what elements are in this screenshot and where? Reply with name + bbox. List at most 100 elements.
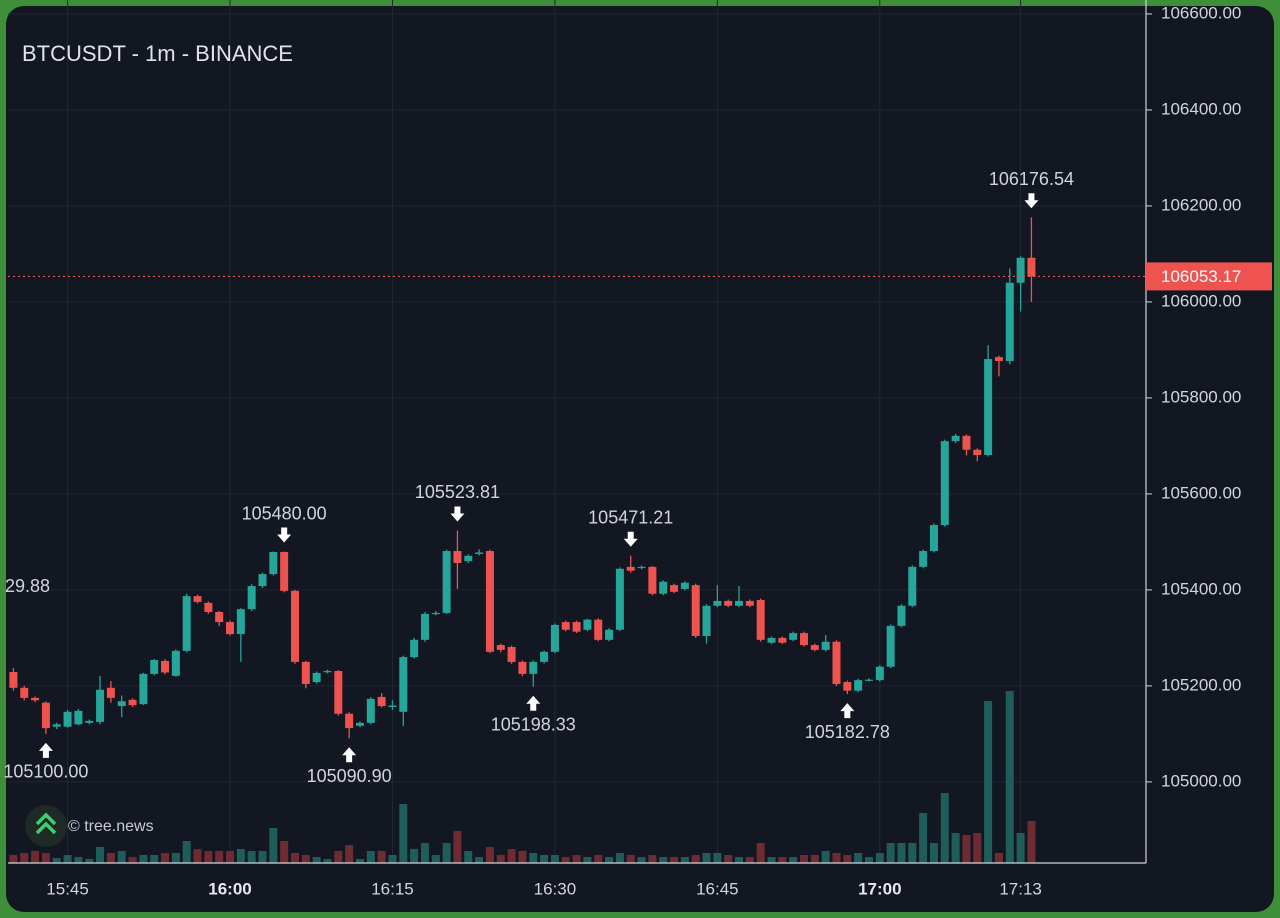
volume-bar xyxy=(85,859,94,863)
grid xyxy=(8,0,1146,863)
y-tick-label: 105000.00 xyxy=(1161,771,1241,790)
volume-bar xyxy=(9,855,18,863)
candle-body xyxy=(984,359,993,456)
volume-bar xyxy=(832,853,841,863)
volume-bar xyxy=(290,853,299,863)
volume-bar xyxy=(648,855,657,863)
volume-bar xyxy=(994,853,1003,863)
candle-body xyxy=(561,622,570,630)
volume-bar xyxy=(96,847,105,863)
volume-bar xyxy=(63,855,72,863)
candle-body xyxy=(377,696,386,707)
volume-bar xyxy=(388,855,397,863)
volume-bar xyxy=(702,853,711,863)
volume-bar xyxy=(843,855,852,863)
volume-bar xyxy=(301,855,310,863)
candle-body xyxy=(182,596,191,651)
candle-body xyxy=(431,612,440,615)
volume-bar xyxy=(106,853,115,863)
volume-bar xyxy=(605,857,614,863)
y-tick-label: 106600.00 xyxy=(1161,3,1241,22)
candle-body xyxy=(832,641,841,684)
volume-bar xyxy=(410,849,419,863)
candle-body xyxy=(756,599,765,640)
volume-bar xyxy=(128,857,137,863)
volume-bar xyxy=(20,853,29,863)
candle-body xyxy=(290,590,299,662)
volume-bar xyxy=(345,845,354,863)
watermark-logo xyxy=(25,805,67,847)
candle-body xyxy=(193,596,202,602)
y-tick-label: 105600.00 xyxy=(1161,483,1241,502)
candle-body xyxy=(204,602,213,612)
candle-body xyxy=(572,622,581,632)
candle-body xyxy=(507,647,516,662)
candle-body xyxy=(388,705,397,708)
y-tick-label: 105400.00 xyxy=(1161,579,1241,598)
volume-bar xyxy=(74,857,83,863)
volume-bar xyxy=(475,857,484,863)
candle-body xyxy=(810,645,819,650)
volume-bar xyxy=(789,857,798,863)
candle-body xyxy=(171,650,180,676)
candle-body xyxy=(626,566,635,571)
low-label: 105198.33 xyxy=(491,714,576,734)
volume-bar xyxy=(951,833,960,863)
candle-body xyxy=(464,555,473,562)
candle-body xyxy=(1016,257,1025,283)
candle-body xyxy=(648,566,657,594)
candle-body xyxy=(680,582,689,589)
chart-title: BTCUSDT - 1m - BINANCE xyxy=(22,41,293,66)
watermark: © tree.news xyxy=(68,818,154,835)
candle-body xyxy=(453,551,462,564)
x-tick-label: 17:00 xyxy=(858,879,901,898)
candle-body xyxy=(1005,282,1014,361)
candle-body xyxy=(475,552,484,554)
volume-bar xyxy=(215,851,224,863)
volume-bar xyxy=(355,859,364,863)
high-label: 105471.21 xyxy=(588,507,673,527)
volume-bar xyxy=(485,847,494,863)
candle-body xyxy=(85,720,94,723)
volume-bar xyxy=(540,855,549,863)
x-tick-label: 17:13 xyxy=(999,879,1042,898)
candle-body xyxy=(20,687,29,698)
volume-bar xyxy=(745,857,754,863)
candle-body xyxy=(800,633,809,646)
arrow-up xyxy=(526,695,541,711)
candle-body xyxy=(702,605,711,636)
volume-bar xyxy=(280,841,289,863)
candle-body xyxy=(864,679,873,681)
volume-bar xyxy=(52,858,61,863)
candle-body xyxy=(745,600,754,606)
arrow-down xyxy=(277,527,292,543)
y-tick-label: 105200.00 xyxy=(1161,675,1241,694)
volume-bar xyxy=(735,857,744,863)
volume-bar xyxy=(561,857,570,863)
candle-body xyxy=(106,687,115,698)
volume-bar xyxy=(453,831,462,863)
arrow-up xyxy=(342,747,357,763)
candle-body xyxy=(659,581,668,594)
volume-bar xyxy=(334,851,343,863)
volume-bar xyxy=(117,851,126,863)
volume-bar xyxy=(778,857,787,863)
volume-bar xyxy=(420,843,429,863)
volume-bar xyxy=(940,793,949,863)
candle-body xyxy=(258,574,267,587)
candle-body xyxy=(96,689,105,722)
x-tick-label: 16:15 xyxy=(371,879,414,898)
x-tick-label: 16:30 xyxy=(534,879,577,898)
volume-bar xyxy=(161,853,170,863)
volume-bar xyxy=(399,804,408,863)
candle-body xyxy=(962,435,971,450)
volume-bar xyxy=(139,855,148,863)
candle-body xyxy=(41,702,50,729)
volume-bar xyxy=(150,855,159,863)
candle-body xyxy=(52,724,61,727)
volume-bar xyxy=(637,857,646,863)
volume-bar xyxy=(962,835,971,863)
volume-bar xyxy=(724,855,733,863)
